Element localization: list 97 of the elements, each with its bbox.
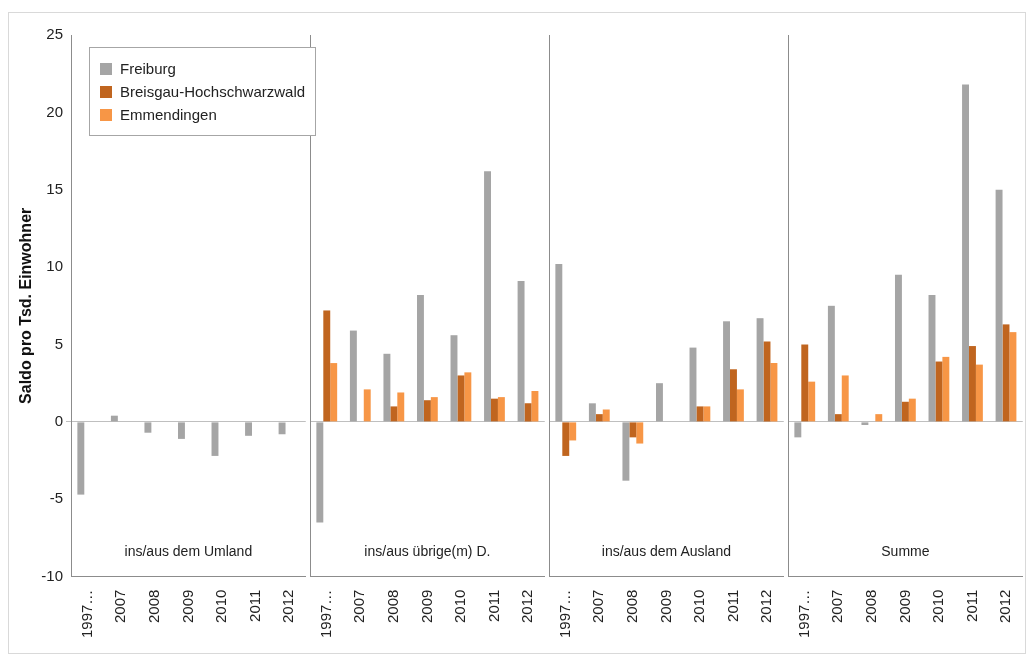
x-tick-label: 2008 bbox=[144, 589, 162, 624]
bar bbox=[629, 422, 637, 438]
x-tick-label: 2009 bbox=[656, 589, 674, 624]
bar bbox=[602, 409, 610, 422]
x-tick-label: 2009 bbox=[417, 589, 435, 624]
x-tick-label: 2010 bbox=[929, 589, 947, 624]
bar bbox=[562, 422, 570, 456]
x-tick-label: 2012 bbox=[279, 589, 297, 624]
x-tick-label: 2011 bbox=[484, 589, 502, 622]
bar bbox=[423, 400, 431, 422]
x-tick-label: 2008 bbox=[861, 589, 879, 624]
bar bbox=[875, 414, 883, 422]
x-tick-label: 1997… bbox=[316, 589, 334, 639]
x-tick-label: 2007 bbox=[111, 589, 129, 624]
bar bbox=[464, 372, 472, 422]
bar bbox=[531, 390, 539, 422]
bar bbox=[736, 389, 744, 422]
y-tick-label: 0 bbox=[54, 412, 63, 430]
bar bbox=[636, 422, 644, 444]
bar bbox=[901, 401, 909, 422]
bar bbox=[861, 422, 869, 425]
bar bbox=[323, 310, 331, 422]
bar bbox=[908, 398, 916, 422]
y-tick-label: -5 bbox=[49, 489, 63, 507]
bar bbox=[808, 381, 816, 422]
bar bbox=[363, 389, 371, 422]
x-tick-label: 2011 bbox=[245, 589, 263, 622]
bar bbox=[595, 414, 603, 422]
x-tick-label: 2011 bbox=[723, 589, 741, 622]
bar bbox=[730, 369, 737, 422]
x-tick-label: 2010 bbox=[690, 589, 708, 624]
bar bbox=[962, 84, 969, 422]
x-tick-label: 1997… bbox=[555, 589, 573, 639]
x-tick-label: 2010 bbox=[451, 589, 469, 624]
annotation: ins/aus dem Ausland bbox=[601, 543, 731, 560]
x-tick-label: 2007 bbox=[589, 589, 607, 624]
x-tick-label: 2007 bbox=[828, 589, 846, 624]
bar bbox=[995, 189, 1003, 422]
bar bbox=[517, 281, 525, 422]
bar bbox=[969, 346, 976, 422]
bar bbox=[569, 422, 577, 441]
annotation: ins/aus dem Umland bbox=[124, 543, 253, 560]
bar bbox=[330, 363, 338, 422]
bar bbox=[390, 406, 398, 422]
x-tick-label: 2008 bbox=[622, 589, 640, 624]
x-tick-label: 1997… bbox=[77, 589, 95, 639]
x-tick-label: 2012 bbox=[757, 589, 775, 624]
bar bbox=[383, 353, 391, 422]
bar bbox=[827, 305, 835, 422]
legend-label: Freiburg bbox=[120, 60, 176, 77]
bar bbox=[975, 364, 983, 422]
bar bbox=[703, 406, 711, 422]
annotation: ins/aus übrige(m) D. bbox=[364, 543, 491, 560]
bar bbox=[655, 383, 663, 422]
legend-label: Breisgau-Hochschwarzwald bbox=[120, 83, 306, 100]
y-tick-label: 25 bbox=[46, 25, 63, 43]
bar bbox=[794, 422, 802, 438]
x-tick-label: 2011 bbox=[962, 589, 980, 622]
bar bbox=[834, 414, 842, 422]
y-axis-title: Saldo pro Tsd. Einwohner bbox=[17, 207, 35, 404]
x-tick-label: 2012 bbox=[996, 589, 1014, 624]
x-tick-label: 2007 bbox=[350, 589, 368, 624]
bar bbox=[457, 375, 465, 422]
bar bbox=[894, 274, 902, 422]
bar bbox=[349, 330, 357, 422]
x-tick-label: 2012 bbox=[518, 589, 536, 624]
legend-label: Emmendingen bbox=[120, 106, 217, 123]
x-tick-label: 2010 bbox=[212, 589, 230, 624]
x-tick-label: 2009 bbox=[895, 589, 913, 624]
bar bbox=[942, 356, 950, 422]
bar bbox=[756, 318, 764, 422]
bar bbox=[497, 397, 505, 422]
bar bbox=[770, 363, 778, 422]
bar bbox=[555, 264, 563, 422]
x-tick-label: 2009 bbox=[178, 589, 196, 624]
y-tick-label: 10 bbox=[46, 257, 63, 275]
bar bbox=[935, 361, 943, 422]
y-tick-label: 15 bbox=[46, 179, 63, 197]
bar bbox=[491, 398, 498, 422]
bar bbox=[484, 171, 491, 422]
y-tick-label: 5 bbox=[54, 334, 63, 352]
bar bbox=[723, 321, 730, 422]
bar bbox=[622, 422, 630, 481]
bar bbox=[841, 375, 849, 422]
bar bbox=[801, 344, 809, 422]
x-tick-label: 2008 bbox=[383, 589, 401, 624]
y-tick-label: 20 bbox=[46, 102, 63, 120]
y-tick-label: -10 bbox=[41, 566, 63, 584]
bar bbox=[696, 406, 704, 422]
bar bbox=[588, 403, 596, 422]
bar bbox=[1009, 332, 1017, 422]
x-tick-label: 1997… bbox=[794, 589, 812, 639]
bar bbox=[397, 392, 405, 422]
bar bbox=[430, 397, 438, 422]
bar bbox=[316, 422, 324, 523]
bar bbox=[416, 294, 424, 422]
annotation: Summe bbox=[881, 543, 930, 560]
